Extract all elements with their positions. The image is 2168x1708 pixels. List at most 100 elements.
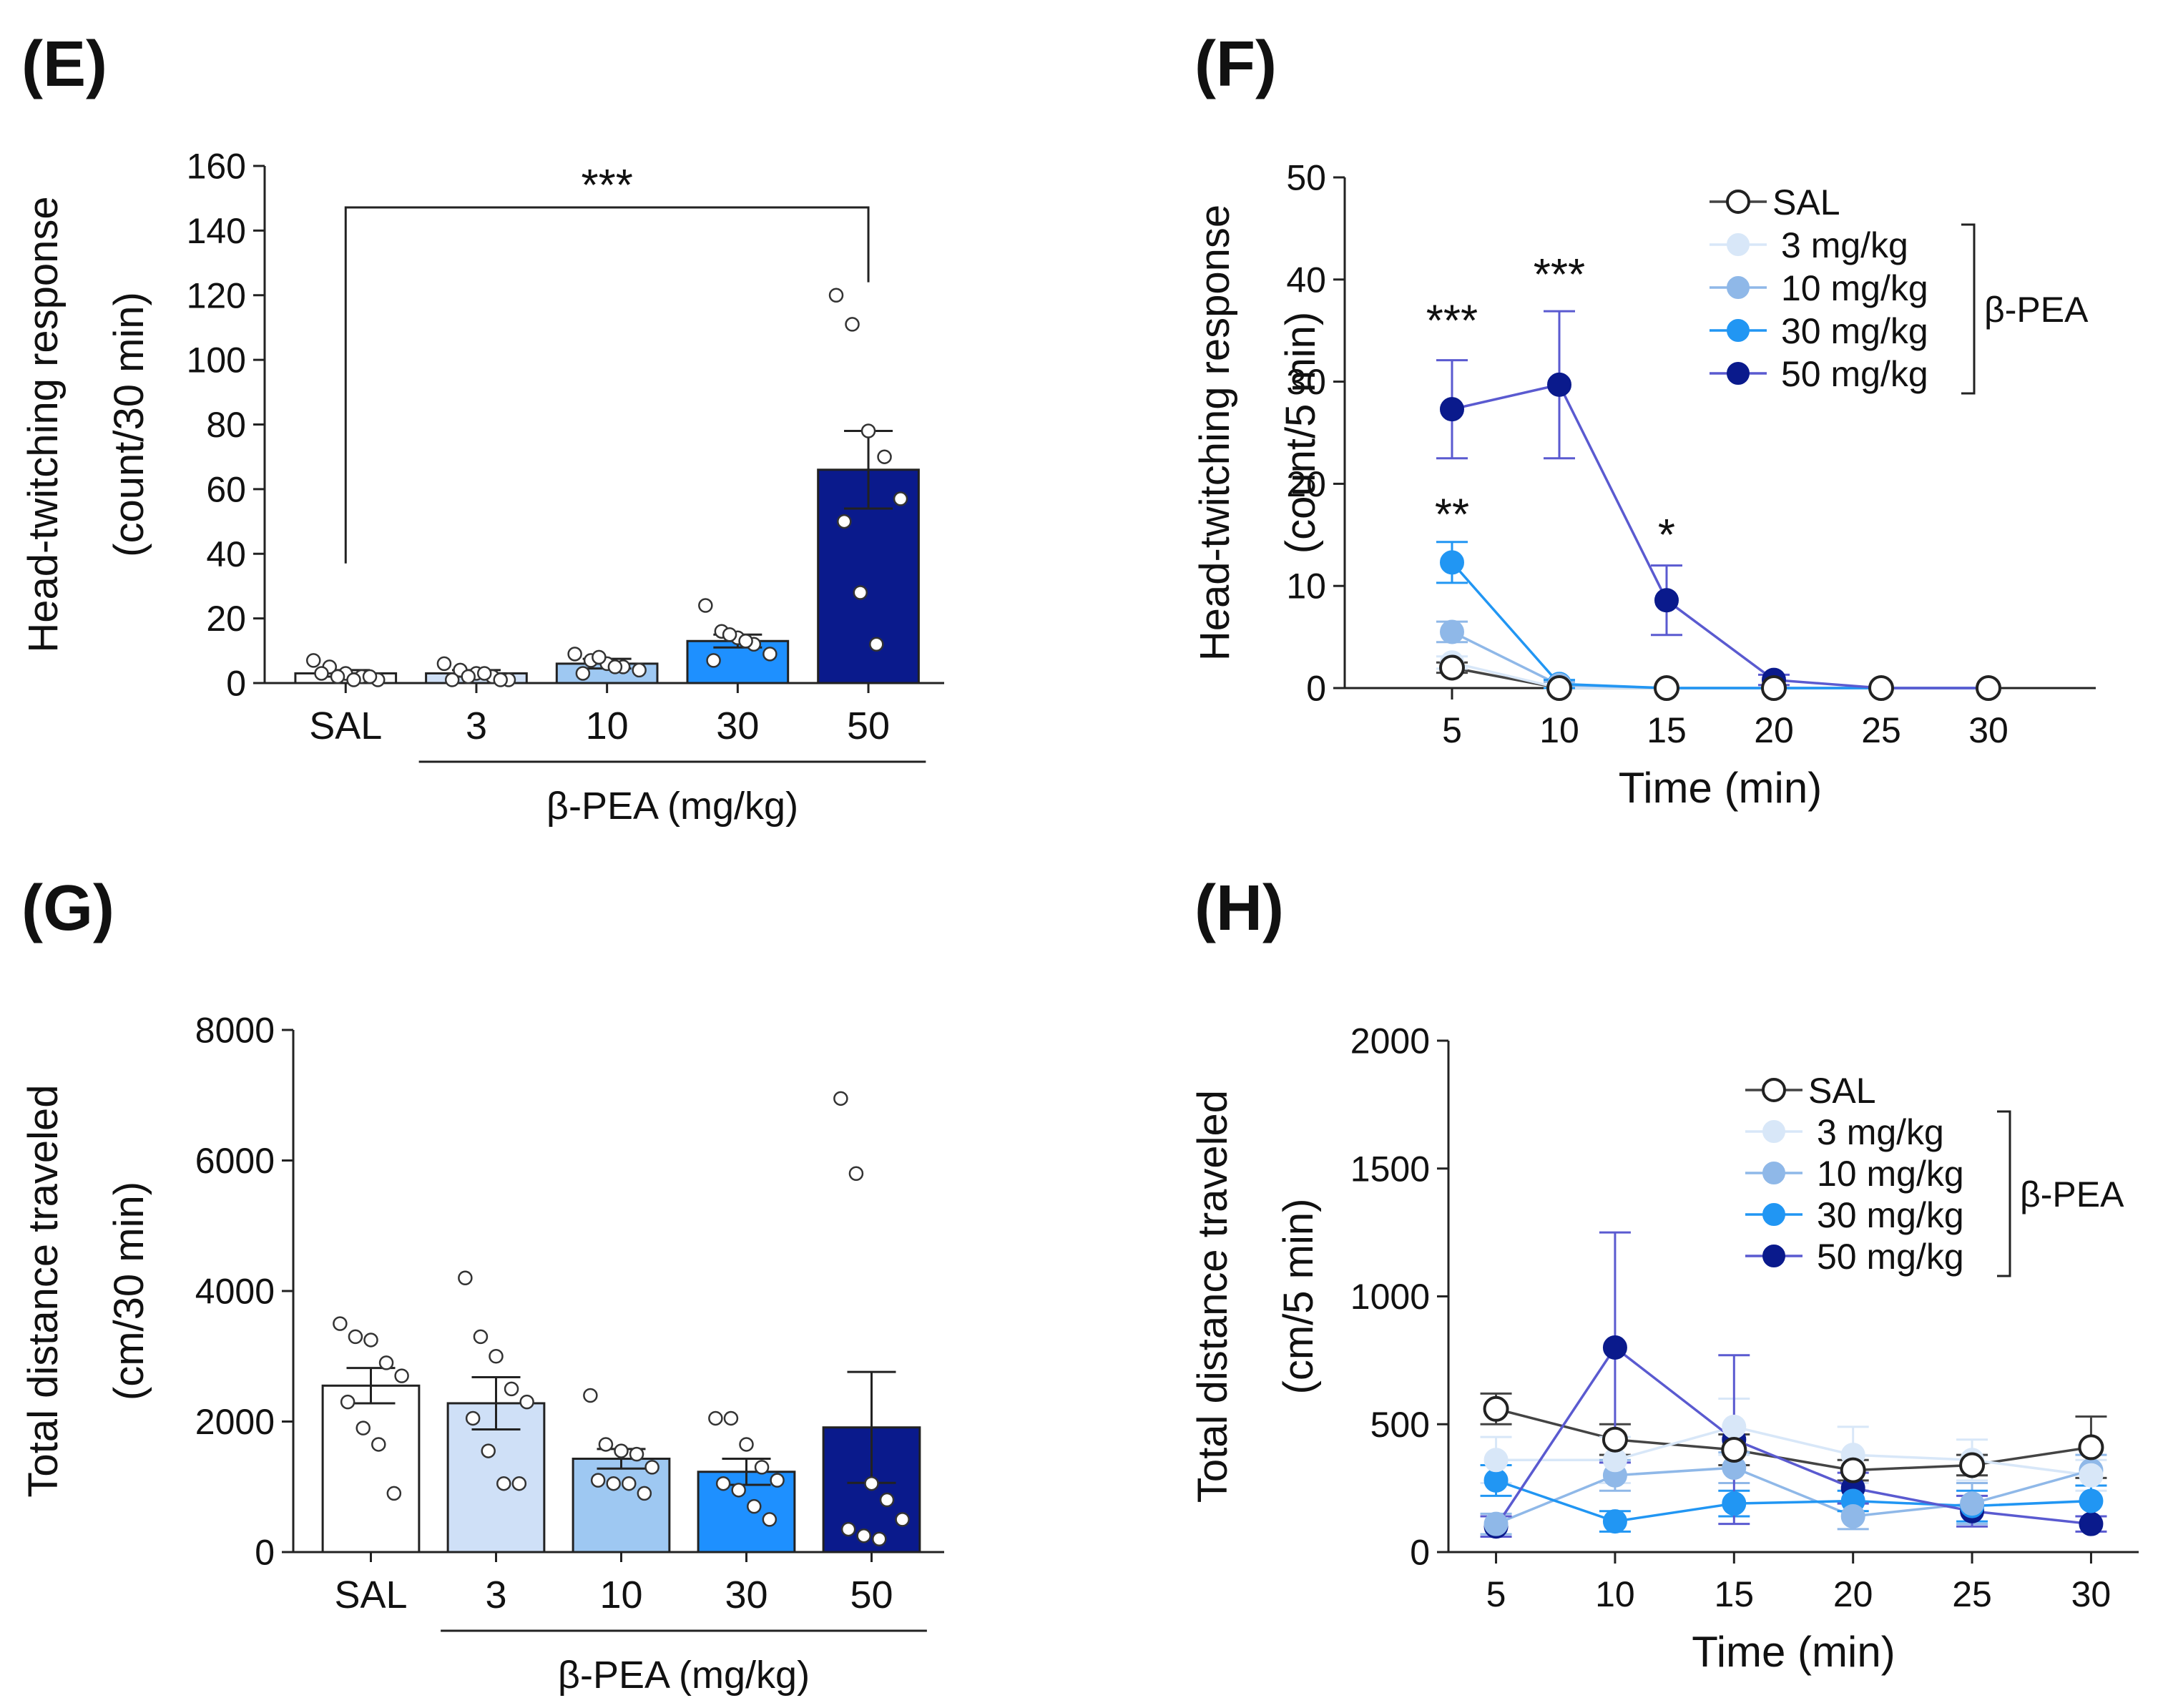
panel-f-series-sal-marker bbox=[1439, 654, 1465, 681]
panel-h-legend-marker bbox=[1762, 1162, 1785, 1184]
panel-h-series-10-mg-kg-marker bbox=[1483, 1511, 1509, 1536]
panel-g-data-point bbox=[489, 1349, 504, 1364]
panel-h-legend-marker bbox=[1762, 1245, 1785, 1267]
panel-g-y-label-line1: Total distance traveled bbox=[20, 1084, 67, 1497]
panel-g-data-point bbox=[355, 1420, 371, 1435]
panel-f-legend-label: 30 mg/kg bbox=[1781, 311, 1928, 351]
panel-g-data-point bbox=[872, 1531, 887, 1546]
panel-e-data-point bbox=[330, 669, 345, 684]
panel-g-data-point bbox=[644, 1460, 659, 1475]
panel-e-data-point bbox=[706, 653, 721, 668]
panel-f-y-tick-label: 20 bbox=[1286, 464, 1326, 504]
panel-f-legend-marker bbox=[1726, 190, 1750, 214]
panel-g-data-point bbox=[895, 1512, 910, 1527]
panel-g-data-point bbox=[340, 1394, 355, 1410]
panel-g-data-point bbox=[723, 1410, 739, 1426]
panel-f-x-tick-label: 10 bbox=[1539, 710, 1579, 750]
panel-f-series-10-mg-kg-marker bbox=[1440, 619, 1464, 644]
panel-h-x-tick-label: 15 bbox=[1714, 1574, 1754, 1614]
panel-f-x-tick-label: 5 bbox=[1442, 710, 1462, 750]
panel-g-data-point bbox=[378, 1355, 394, 1370]
panel-h-series-3-mg-kg-line bbox=[1496, 1425, 2091, 1477]
panel-h-y-label-line2: (cm/5 min) bbox=[1275, 1199, 1322, 1395]
panel-g-data-point bbox=[496, 1476, 511, 1491]
panel-h-series-3-mg-kg-marker bbox=[2079, 1463, 2104, 1488]
panel-f-series-sal-marker bbox=[1654, 675, 1679, 701]
panel-f-legend-bracket bbox=[1961, 223, 1976, 395]
panel-f-legend-marker bbox=[1727, 319, 1750, 342]
panel-g-data-point bbox=[598, 1437, 614, 1452]
panel-h-legend-bracket-label: β-PEA bbox=[2020, 1174, 2124, 1214]
panel-e-x-group-label: β-PEA (mg/kg) bbox=[546, 785, 798, 828]
panel-g-data-point bbox=[731, 1483, 746, 1498]
panel-f-legend-label: 10 mg/kg bbox=[1781, 268, 1928, 308]
panel-e-y-tick-label: 20 bbox=[206, 599, 246, 639]
panel-g-data-point bbox=[715, 1476, 731, 1491]
panel-h-series-3-mg-kg-marker bbox=[1722, 1414, 1747, 1439]
panel-g-data-point bbox=[856, 1528, 871, 1543]
panel-f-annotation: ** bbox=[1435, 491, 1469, 540]
panel-h-x-tick-label: 20 bbox=[1833, 1574, 1873, 1614]
panel-f-series-50-mg-kg-marker bbox=[1547, 372, 1571, 397]
panel-f-series-30-mg-kg-marker bbox=[1440, 550, 1464, 575]
panel-f-x-tick-label: 15 bbox=[1647, 710, 1687, 750]
panel-h-y-tick-label: 1500 bbox=[1350, 1149, 1430, 1189]
panel-f-y-label-line1: Head-twitching response bbox=[1192, 205, 1238, 661]
panel-h-x-label: Time (min) bbox=[1692, 1628, 1895, 1676]
panel-h-y-label-line1: Total distance traveled bbox=[1190, 1090, 1236, 1503]
panel-h-x-tick-label: 30 bbox=[2071, 1574, 2111, 1614]
panel-f-legend-marker bbox=[1727, 233, 1750, 256]
panel-g-x-tick-label: 10 bbox=[599, 1574, 642, 1616]
panel-e-y-label-line1: Head-twitching response bbox=[20, 196, 67, 652]
panel-e-data-point bbox=[567, 647, 582, 662]
panel-g-data-point bbox=[465, 1410, 481, 1426]
panel-f-legend-label: 50 mg/kg bbox=[1781, 354, 1928, 394]
panel-g-data-point bbox=[637, 1486, 652, 1501]
panel-e-data-point bbox=[346, 672, 361, 687]
panel-g-data-point bbox=[386, 1486, 402, 1501]
panel-h-series-sal-marker bbox=[1959, 1452, 1986, 1478]
panel-e-bar-chart: 0 20 40 60 80 100 120 140 160 SAL 3 10 30 50 β-PEA (mg… bbox=[20, 147, 944, 828]
panel-f-x-tick-label: 30 bbox=[1968, 710, 2008, 750]
panel-e-x-tick-label: 10 bbox=[586, 705, 629, 747]
panel-g-y-tick-label: 6000 bbox=[195, 1141, 275, 1181]
panel-e-data-point bbox=[762, 647, 778, 662]
panel-h-y-tick-label: 2000 bbox=[1350, 1021, 1430, 1061]
panel-f-y-tick-label: 10 bbox=[1286, 566, 1326, 607]
panel-e-data-point bbox=[362, 669, 378, 684]
panel-g-y-tick-label: 8000 bbox=[195, 1011, 275, 1051]
panel-h-x-tick-label: 5 bbox=[1486, 1574, 1506, 1614]
panel-f-legend-label: 3 mg/kg bbox=[1781, 225, 1908, 265]
panel-h-series-10-mg-kg-marker bbox=[1960, 1491, 1985, 1516]
panel-g-data-point bbox=[363, 1332, 378, 1348]
panel-f-line-chart: 0 10 20 30 40 50 5 10 15 20 25 30 Time (min) Head-twi… bbox=[1192, 158, 2096, 812]
panel-g-data-point bbox=[504, 1381, 519, 1397]
panel-f-annotation: * bbox=[1658, 511, 1675, 560]
panel-f-series-sal-marker bbox=[1976, 675, 2001, 701]
panel-h-series-10-mg-kg-line bbox=[1495, 1466, 2091, 1526]
panel-h-line-chart: 0 500 1000 1500 2000 5 10 15 20 25 30 Time (min) Tot… bbox=[1190, 1021, 2139, 1676]
panel-g-bar-sal bbox=[321, 1384, 421, 1554]
panel-g-data-point bbox=[864, 1476, 879, 1491]
panel-f-legend-label: SAL bbox=[1772, 182, 1840, 222]
panel-e-data-point bbox=[837, 514, 852, 529]
panel-f-y-tick-label: 50 bbox=[1286, 158, 1326, 198]
panel-e-data-point bbox=[877, 449, 892, 464]
panel-f-series-50-mg-kg-marker bbox=[1654, 588, 1679, 613]
panel-g-data-point bbox=[606, 1476, 621, 1491]
panel-e-data-point bbox=[575, 666, 591, 681]
panel-f-y-tick-label: 40 bbox=[1286, 260, 1326, 300]
panel-label-e: (E) bbox=[21, 29, 107, 100]
panel-g-y-tick-label: 4000 bbox=[195, 1272, 275, 1312]
panel-g-data-point bbox=[481, 1443, 496, 1458]
panel-h-series-50-mg-kg-line bbox=[1495, 1345, 2091, 1528]
panel-h-series-3-mg-kg-marker bbox=[1483, 1448, 1509, 1473]
panel-g-y-tick-label: 0 bbox=[255, 1533, 275, 1573]
panel-e-data-point bbox=[493, 672, 508, 687]
panel-g-data-point bbox=[333, 1316, 348, 1331]
panel-e-x-tick-label: SAL bbox=[309, 705, 382, 747]
panel-e-y-label-line2: (count/30 min) bbox=[106, 292, 152, 557]
panel-e-data-point bbox=[869, 637, 884, 652]
panel-g-data-point bbox=[629, 1446, 644, 1462]
panel-e-y-tick-label: 40 bbox=[206, 534, 246, 574]
